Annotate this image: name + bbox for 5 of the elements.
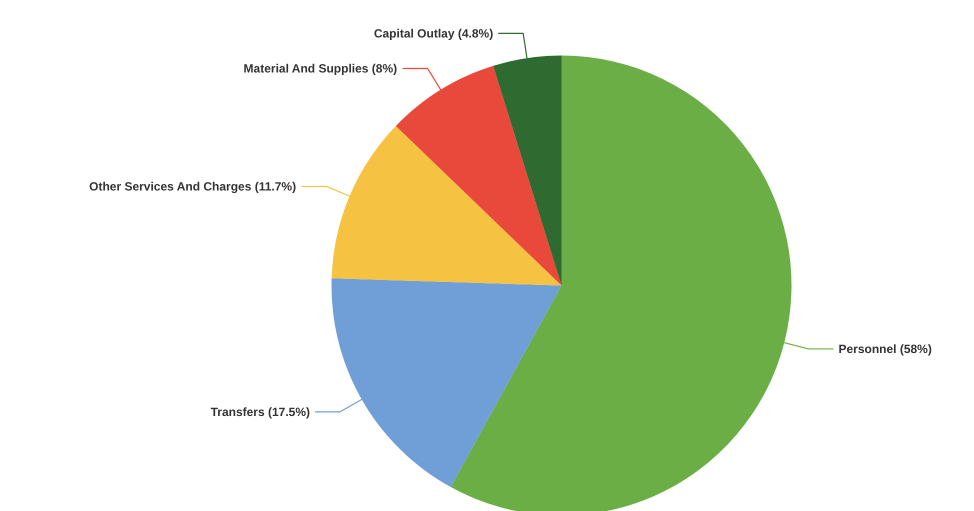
slice-label: Other Services And Charges (11.7%)	[89, 179, 296, 194]
slice-label: Transfers (17.5%)	[210, 404, 310, 419]
slice-label: Personnel (58%)	[838, 342, 932, 356]
slice-label: Material And Supplies (8%)	[244, 61, 398, 76]
slice-label: Capital Outlay (4.8%)	[374, 26, 494, 40]
